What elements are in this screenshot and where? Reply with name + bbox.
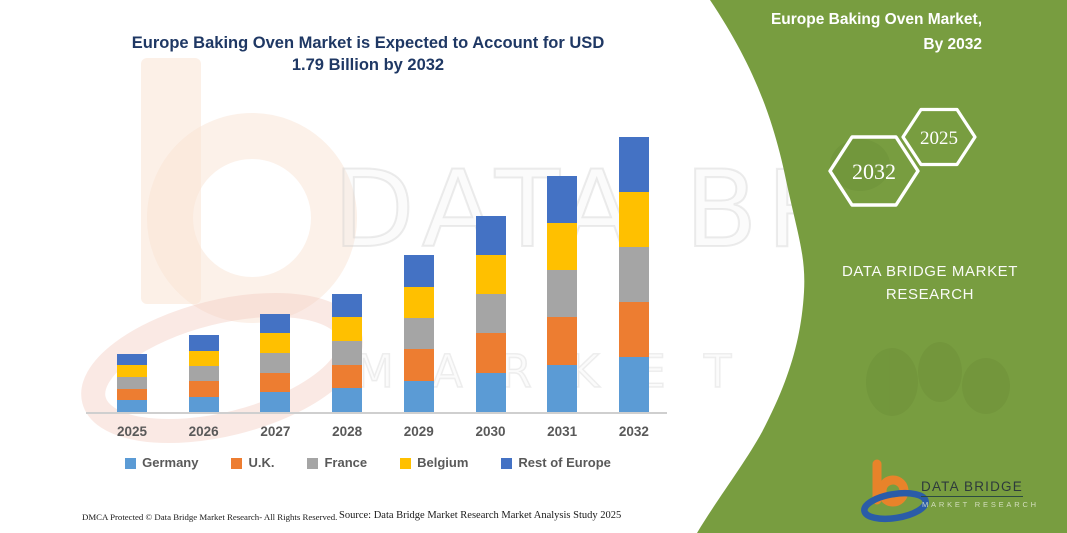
chart-title-line1: Europe Baking Oven Market is Expected to… — [131, 34, 605, 52]
panel-brand-line1: DATA BRIDGE MARKET — [841, 263, 1019, 280]
panel-heading-line2: By 2032 — [923, 35, 982, 53]
x-axis-line — [86, 412, 667, 414]
stacked-bar-2026 — [188, 335, 219, 412]
panel-heading: Europe Baking Oven Market, By 2032 — [688, 8, 982, 58]
x-axis-label-2031: 2031 — [547, 424, 578, 439]
bar-segment-belgium — [547, 222, 578, 271]
bar-segment-belgium — [188, 350, 219, 366]
legend-swatch-icon — [501, 457, 513, 469]
stacked-bar-2029 — [403, 255, 434, 412]
legend-label: Rest of Europe — [518, 455, 611, 470]
bar-segment-germany — [475, 372, 506, 412]
logo-wordmark: DATA BRIDGE — [921, 479, 1023, 497]
bar-segment-rest-of-europe — [547, 175, 578, 223]
x-axis-label-2028: 2028 — [332, 424, 363, 439]
x-axis-label-2026: 2026 — [188, 424, 219, 439]
legend-item-belgium: Belgium — [400, 455, 468, 470]
bar-segment-france — [260, 353, 291, 373]
x-axis-label-2030: 2030 — [475, 424, 506, 439]
bar-segment-u-k- — [403, 349, 434, 381]
bar-segment-france — [332, 341, 363, 365]
x-axis-label-2027: 2027 — [260, 424, 291, 439]
bar-segment-rest-of-europe — [403, 255, 434, 287]
bar-segment-belgium — [475, 254, 506, 295]
bar-segment-belgium — [332, 317, 363, 342]
bar-segment-germany — [117, 400, 147, 412]
legend-swatch-icon — [307, 457, 319, 469]
bar-segment-france — [117, 376, 147, 389]
bar-segment-germany — [188, 396, 219, 412]
legend-item-rest-of-europe: Rest of Europe — [501, 455, 611, 470]
legend-item-u-k-: U.K. — [231, 455, 274, 470]
x-axis-label-2029: 2029 — [403, 424, 434, 439]
legend-item-germany: Germany — [125, 455, 198, 470]
stacked-bar-2027 — [260, 313, 291, 412]
legend-swatch-icon — [125, 457, 137, 469]
logo-subwordmark: MARKET RESEARCH — [922, 500, 1039, 509]
bar-segment-rest-of-europe — [117, 353, 147, 366]
panel-brand-line2: RESEARCH — [885, 285, 975, 303]
bar-segment-u-k- — [475, 333, 506, 373]
legend-swatch-icon — [231, 457, 243, 469]
bar-segment-u-k- — [188, 381, 219, 397]
bar-segment-france — [547, 270, 578, 318]
legend-swatch-icon — [400, 457, 412, 469]
bar-segment-u-k- — [618, 302, 649, 357]
legend-label: Germany — [142, 455, 199, 470]
bar-segment-u-k- — [117, 388, 147, 401]
bar-segment-rest-of-europe — [260, 313, 291, 334]
bar-segment-rest-of-europe — [475, 215, 506, 255]
legend-label: Belgium — [417, 455, 469, 470]
bar-segment-rest-of-europe — [188, 335, 219, 351]
x-axis-label-2025: 2025 — [116, 424, 148, 439]
panel-brand-text: DATA BRIDGE MARKET RESEARCH — [795, 261, 1065, 306]
bar-segment-belgium — [403, 286, 434, 319]
bar-segment-u-k- — [332, 364, 363, 389]
footer-source-text: Source: Data Bridge Market Research Mark… — [339, 510, 622, 521]
bar-segment-france — [618, 247, 649, 303]
panel-heading-line1: Europe Baking Oven Market, — [770, 11, 982, 28]
bar-segment-france — [188, 365, 219, 382]
footer-dmca-text: DMCA Protected © Data Bridge Market Rese… — [82, 512, 338, 522]
stacked-bar-2031 — [547, 175, 578, 412]
bar-segment-germany — [618, 356, 649, 412]
bar-segment-germany — [403, 380, 434, 412]
chart-title-line2: 1.79 Billion by 2032 — [291, 55, 445, 74]
legend-label: France — [324, 455, 368, 470]
bar-segment-rest-of-europe — [618, 137, 649, 193]
bar-segment-belgium — [117, 365, 147, 377]
stacked-bar-2028 — [332, 293, 363, 412]
bar-segment-belgium — [260, 333, 291, 354]
chart-legend: Germany U.K. France Belgium Rest of Europe — [78, 455, 658, 470]
legend-item-france: France — [307, 455, 367, 470]
stacked-bar-2025 — [117, 353, 147, 412]
bar-segment-u-k- — [547, 317, 578, 365]
bar-segment-u-k- — [260, 372, 291, 393]
x-axis-label-2032: 2032 — [618, 424, 649, 439]
stacked-bar-2032 — [618, 137, 649, 412]
bar-segment-germany — [332, 388, 363, 412]
bar-segment-germany — [260, 392, 291, 412]
legend-label: U.K. — [248, 455, 275, 470]
bar-segment-belgium — [618, 192, 649, 248]
bar-segment-germany — [547, 364, 578, 412]
bar-segment-rest-of-europe — [332, 293, 363, 318]
chart-title: Europe Baking Oven Market is Expected to… — [70, 33, 666, 77]
bar-segment-france — [403, 318, 434, 350]
stacked-bar-2030 — [475, 215, 506, 412]
bar-segment-france — [475, 294, 506, 334]
